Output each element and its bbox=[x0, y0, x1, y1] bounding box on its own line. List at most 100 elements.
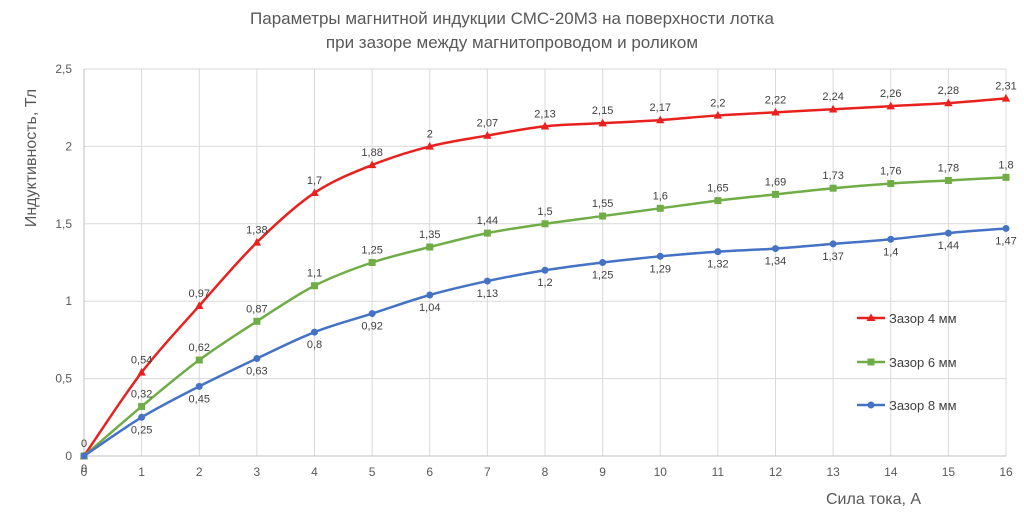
series-line bbox=[82, 227, 1008, 458]
data-label: 1,5 bbox=[537, 206, 552, 218]
data-label: 1,25 bbox=[361, 245, 382, 257]
x-tick-label: 13 bbox=[826, 465, 840, 479]
data-point bbox=[944, 176, 952, 184]
data-label: 0,25 bbox=[131, 424, 152, 436]
y-tick-label: 1,5 bbox=[55, 217, 72, 231]
x-tick-label: 11 bbox=[712, 465, 725, 479]
data-label: 1,1 bbox=[307, 268, 322, 280]
data-label: 1,2 bbox=[537, 277, 552, 289]
legend-label: Зазор 8 мм bbox=[889, 397, 957, 413]
data-label: 1,29 bbox=[650, 263, 671, 275]
data-point bbox=[483, 229, 491, 237]
chart-title: Параметры магнитной индукции СМС-20М3 на… bbox=[250, 9, 774, 28]
data-point bbox=[195, 301, 204, 310]
data-point bbox=[598, 118, 607, 127]
x-tick-label: 3 bbox=[254, 465, 261, 479]
y-tick-label: 0,5 bbox=[55, 372, 72, 386]
data-point bbox=[1001, 93, 1011, 102]
data-label: 1,38 bbox=[246, 224, 267, 236]
data-label: 2,28 bbox=[938, 85, 959, 97]
data-label: 1,6 bbox=[653, 190, 668, 202]
legend-item-6mm: Зазор 6 мм bbox=[857, 352, 957, 372]
legend-item-8mm: Зазор 8 мм bbox=[857, 395, 957, 415]
legend-label: Зазор 4 мм bbox=[889, 310, 957, 326]
data-point bbox=[772, 245, 779, 253]
legend-label: Зазор 6 мм bbox=[889, 354, 957, 370]
x-tick-label: 0 bbox=[81, 465, 88, 479]
data-point bbox=[138, 413, 146, 421]
data-label: 0,63 bbox=[246, 365, 267, 377]
data-label: 2,15 bbox=[592, 105, 613, 117]
data-point bbox=[1002, 224, 1010, 232]
data-point bbox=[599, 259, 607, 266]
data-point bbox=[714, 248, 722, 256]
data-point bbox=[541, 266, 549, 274]
data-point bbox=[887, 180, 895, 188]
series-line bbox=[82, 97, 1008, 458]
series-line bbox=[82, 176, 1008, 458]
legend-swatch-8mm bbox=[857, 401, 885, 409]
data-point bbox=[483, 277, 491, 285]
data-label: 2,17 bbox=[650, 102, 671, 114]
data-label: 1,4 bbox=[883, 246, 898, 258]
x-tick-label: 9 bbox=[599, 465, 606, 479]
data-point bbox=[829, 240, 837, 248]
data-point bbox=[195, 356, 203, 364]
data-label: 2,26 bbox=[880, 88, 901, 100]
data-point bbox=[656, 204, 664, 212]
data-label: 0,92 bbox=[361, 321, 382, 333]
data-label: 1,47 bbox=[995, 235, 1016, 247]
data-point bbox=[656, 252, 664, 260]
data-label: 0,54 bbox=[131, 354, 152, 366]
data-label: 1,34 bbox=[765, 256, 786, 268]
data-label: 0,32 bbox=[131, 388, 152, 400]
data-point bbox=[944, 98, 953, 107]
x-tick-label: 2 bbox=[196, 465, 203, 479]
data-point bbox=[772, 190, 779, 198]
data-label: 1,13 bbox=[477, 288, 498, 300]
data-label: 1,76 bbox=[880, 166, 901, 178]
data-label: 1,44 bbox=[477, 215, 498, 227]
y-tick-label: 0 bbox=[65, 449, 72, 463]
data-label: 1,25 bbox=[592, 270, 613, 282]
data-label: 2,24 bbox=[822, 91, 843, 103]
data-label: 0,62 bbox=[189, 342, 210, 354]
data-label: 1,78 bbox=[938, 162, 959, 174]
data-point bbox=[887, 235, 895, 243]
data-point bbox=[368, 259, 376, 266]
data-label: 1,73 bbox=[822, 170, 843, 182]
x-axis-label: Сила тока, А bbox=[826, 491, 922, 508]
data-label: 1,04 bbox=[419, 302, 440, 314]
data-point bbox=[253, 317, 261, 325]
data-point bbox=[426, 243, 434, 251]
x-tick-label: 8 bbox=[542, 465, 549, 479]
data-label: 2,07 bbox=[477, 118, 498, 130]
x-tick-label: 12 bbox=[769, 465, 783, 479]
data-label: 2,31 bbox=[995, 80, 1016, 92]
y-tick-label: 2,5 bbox=[55, 62, 72, 76]
data-point bbox=[540, 121, 550, 130]
legend-swatch-4mm bbox=[857, 313, 885, 321]
data-point bbox=[771, 107, 780, 116]
data-label: 0 bbox=[81, 463, 87, 475]
data-label: 0,97 bbox=[189, 288, 210, 300]
data-label: 0 bbox=[81, 438, 87, 450]
data-point bbox=[253, 354, 261, 362]
data-point bbox=[714, 197, 722, 205]
data-point bbox=[1002, 173, 1010, 181]
data-point bbox=[138, 402, 146, 410]
series-group bbox=[79, 93, 1011, 460]
data-label: 0,87 bbox=[246, 303, 267, 315]
data-point bbox=[367, 160, 377, 169]
data-label: 1,37 bbox=[822, 251, 843, 263]
x-tick-label: 10 bbox=[654, 465, 668, 479]
data-point bbox=[368, 310, 376, 318]
data-label: 1,88 bbox=[361, 147, 382, 159]
data-point bbox=[829, 184, 837, 192]
data-point bbox=[195, 382, 203, 390]
legend-item-4mm: Зазор 4 мм bbox=[857, 308, 957, 328]
data-label: 0,45 bbox=[189, 393, 210, 405]
data-label: 1,44 bbox=[938, 240, 959, 252]
data-point bbox=[541, 220, 549, 228]
